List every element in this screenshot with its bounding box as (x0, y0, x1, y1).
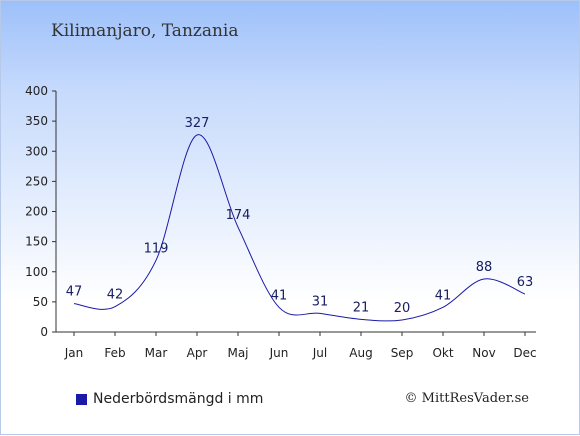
x-tick-label: Jul (312, 346, 327, 360)
data-label: 41 (435, 288, 452, 303)
x-tick-label: Jan (64, 346, 84, 360)
y-tick-label: 300 (25, 144, 48, 158)
x-tick-label: Jun (269, 346, 289, 360)
data-labels: 47 42 119 327 174 41 31 21 20 41 88 63 (66, 116, 534, 316)
data-label: 21 (353, 300, 370, 315)
y-tick-label: 150 (25, 235, 48, 249)
data-label: 119 (144, 241, 169, 256)
x-tick-label: Maj (227, 346, 248, 360)
x-tick-label: Okt (432, 346, 453, 360)
y-tick-label: 200 (25, 205, 48, 219)
y-tick-label: 400 (25, 84, 48, 98)
x-tick-label: Mar (145, 346, 168, 360)
y-tick-label: 350 (25, 114, 48, 128)
y-tick-label: 50 (33, 295, 48, 309)
data-label: 42 (107, 288, 124, 303)
legend-swatch (76, 393, 87, 405)
chart-title: Kilimanjaro, Tanzania (51, 21, 239, 41)
x-tick-label: Apr (187, 346, 208, 360)
x-tick-label: Aug (349, 346, 372, 360)
y-tick-label: 100 (25, 265, 48, 279)
x-tick-label: Nov (472, 346, 495, 360)
series-line-precipitation (73, 134, 526, 322)
x-axis: Jan Feb Mar Apr Maj Jun Jul Aug Sep Okt Nov Dec (56, 331, 537, 360)
data-label: 327 (185, 116, 210, 131)
data-label: 63 (517, 275, 534, 290)
data-label: 174 (226, 208, 251, 223)
y-axis: 0 50 100 150 200 250 300 350 400 (25, 84, 57, 339)
data-label: 47 (66, 285, 83, 300)
credit-text: © MittResVader.se (404, 391, 529, 406)
legend: Nederbördsmängd i mm (76, 391, 263, 407)
x-tick-label: Sep (391, 346, 414, 360)
data-label: 31 (312, 294, 329, 309)
data-label: 20 (394, 301, 411, 316)
y-tick-label: 250 (25, 174, 48, 188)
legend-label: Nederbördsmängd i mm (93, 391, 264, 407)
x-tick-label: Dec (513, 346, 536, 360)
y-tick-label: 0 (40, 325, 48, 339)
data-label: 88 (476, 260, 493, 275)
x-tick-label: Feb (104, 346, 125, 360)
data-label: 41 (271, 288, 288, 303)
